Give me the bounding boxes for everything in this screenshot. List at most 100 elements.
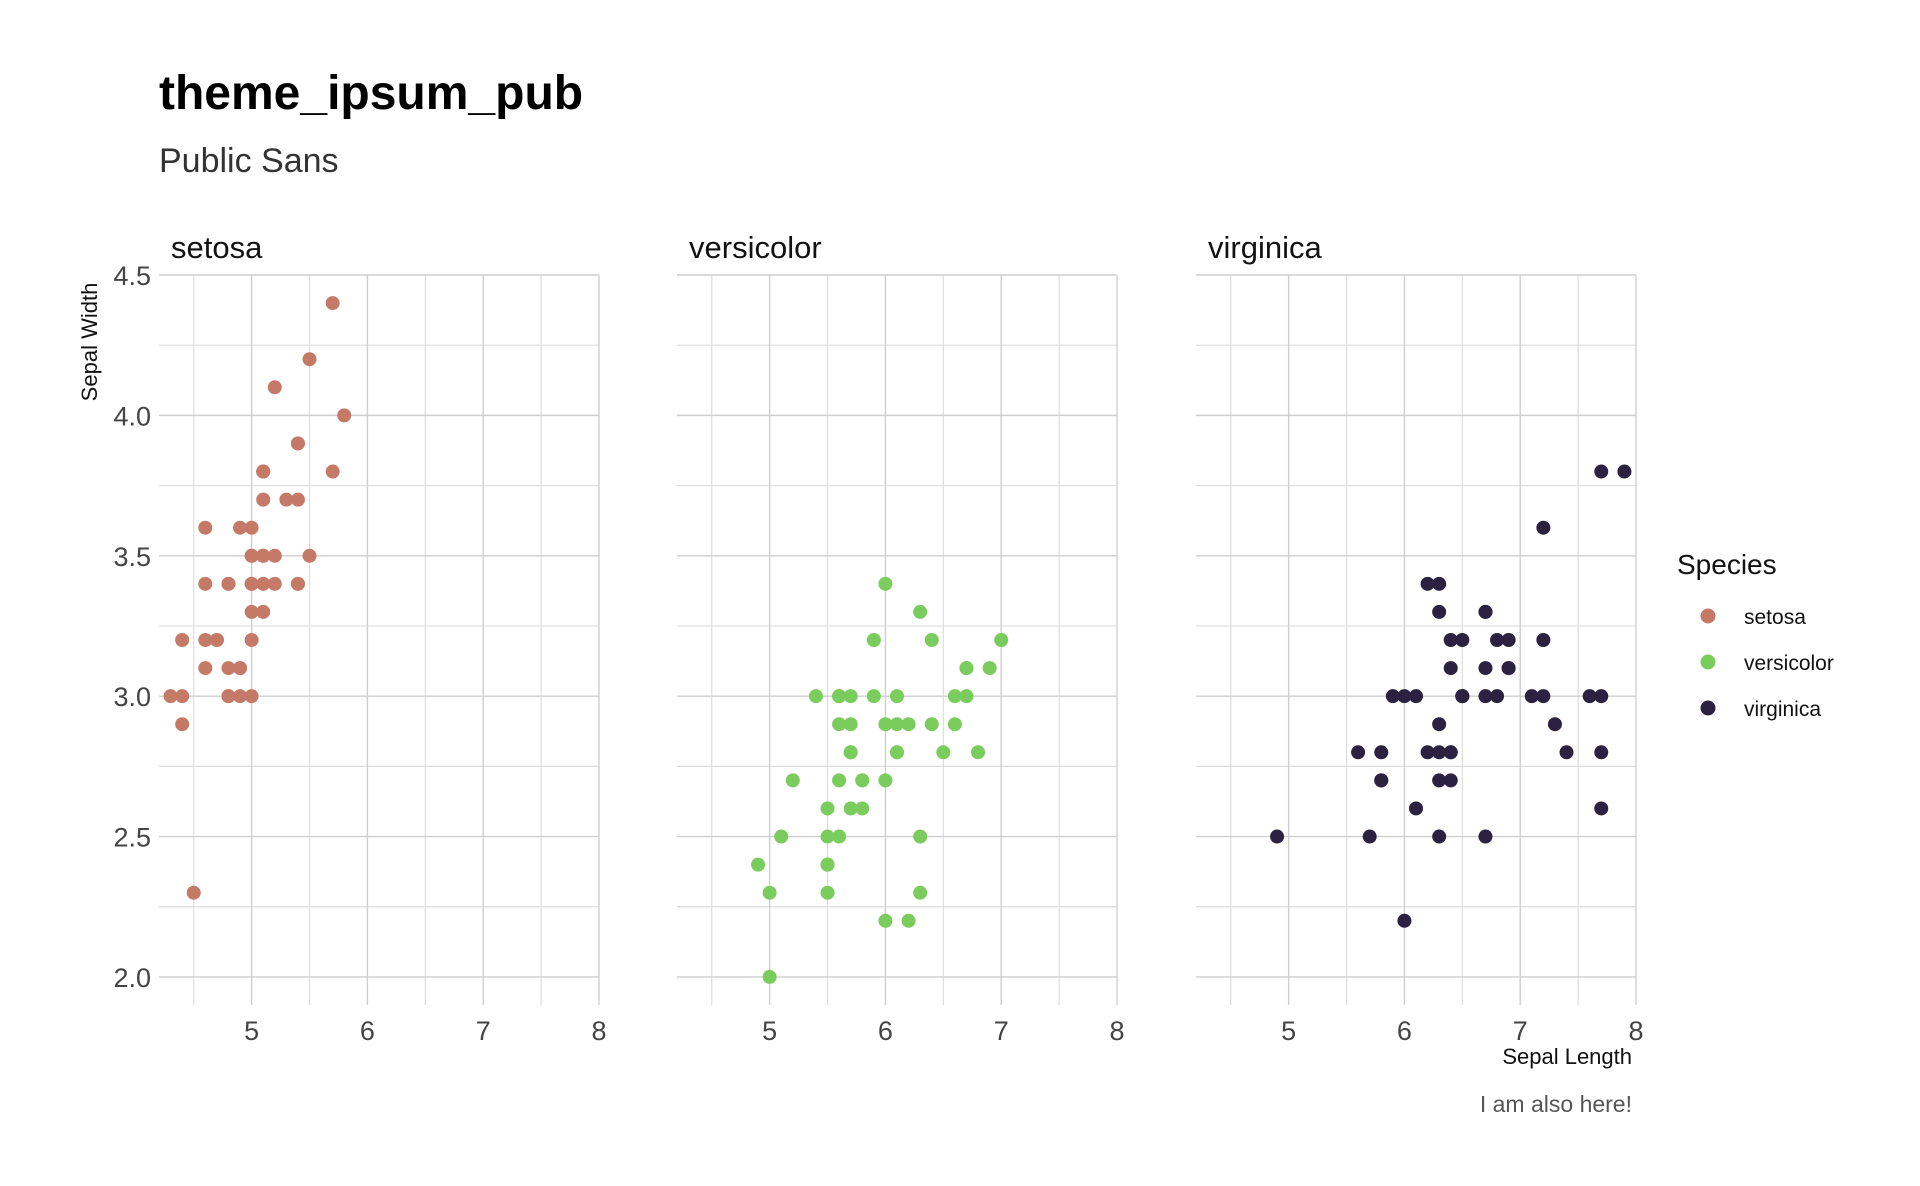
data-point-setosa (244, 548, 259, 563)
data-point-setosa (221, 661, 236, 676)
x-tick-label: 5 (244, 1016, 259, 1046)
y-tick-label: 4.5 (113, 261, 151, 291)
data-point-virginica (1478, 689, 1493, 704)
data-point-virginica (1490, 633, 1505, 647)
data-point-versicolor (878, 576, 893, 591)
data-point-virginica (1501, 661, 1516, 676)
legend-label-versicolor: versicolor (1744, 652, 1834, 675)
data-point-setosa (325, 296, 340, 311)
data-point-virginica (1478, 829, 1493, 844)
x-tick-label: 6 (878, 1016, 893, 1046)
x-tick-label: 8 (1109, 1016, 1124, 1046)
data-point-virginica (1374, 745, 1389, 760)
data-point-virginica (1594, 801, 1609, 816)
data-point-versicolor (843, 717, 858, 732)
legend-key-versicolor (1700, 654, 1716, 670)
data-point-virginica (1374, 773, 1389, 788)
data-point-versicolor (901, 913, 916, 928)
data-point-virginica (1524, 689, 1539, 704)
data-point-versicolor (832, 717, 847, 732)
data-point-virginica (1490, 689, 1505, 704)
data-point-virginica (1270, 829, 1285, 844)
data-point-setosa (290, 492, 305, 507)
data-point-setosa (244, 520, 259, 535)
data-point-setosa (267, 380, 282, 395)
data-point-setosa (279, 492, 294, 507)
x-tick-label: 6 (1397, 1016, 1412, 1046)
data-point-virginica (1420, 745, 1435, 760)
data-point-versicolor (866, 689, 881, 704)
data-point-versicolor (936, 745, 951, 760)
data-point-virginica (1362, 829, 1377, 844)
chart-subtitle: Public Sans (159, 142, 339, 180)
data-point-versicolor (982, 661, 997, 676)
legend-title: Species (1677, 549, 1777, 580)
legend-key-setosa (1700, 608, 1716, 624)
data-point-setosa (290, 436, 305, 451)
data-point-virginica (1443, 633, 1458, 647)
data-point-setosa (256, 604, 271, 619)
data-point-virginica (1455, 633, 1470, 647)
y-tick-label: 4.0 (113, 401, 151, 431)
data-point-versicolor (913, 604, 928, 619)
data-point-versicolor (924, 633, 939, 647)
chart-title: theme_ipsum_pub (159, 67, 584, 120)
data-point-virginica (1432, 717, 1447, 732)
data-point-versicolor (820, 801, 835, 816)
data-point-virginica (1432, 829, 1447, 844)
data-point-setosa (163, 689, 178, 704)
data-point-versicolor (832, 773, 847, 788)
data-point-versicolor (820, 829, 835, 844)
data-point-setosa (290, 576, 305, 591)
x-axis-title: Sepal Length (1502, 1044, 1632, 1069)
data-point-setosa (256, 464, 271, 479)
data-point-virginica (1455, 689, 1470, 704)
data-point-virginica (1594, 689, 1609, 704)
data-point-versicolor (832, 829, 847, 844)
x-tick-label: 8 (1628, 1016, 1643, 1046)
data-point-versicolor (890, 745, 904, 760)
data-point-versicolor (878, 773, 893, 788)
data-point-virginica (1443, 773, 1458, 788)
data-point-setosa (244, 604, 259, 619)
facet-panel-versicolor: versicolor 5 6 7 8 (677, 230, 1125, 1046)
data-point-versicolor (832, 689, 847, 704)
data-point-virginica (1478, 604, 1493, 619)
data-point-virginica (1409, 689, 1423, 704)
data-point-setosa (221, 689, 236, 704)
data-point-virginica (1397, 913, 1412, 928)
data-point-versicolor (855, 773, 870, 788)
data-point-setosa (256, 548, 271, 563)
data-point-versicolor (762, 969, 777, 984)
data-point-setosa (244, 689, 259, 704)
data-point-versicolor (843, 689, 858, 704)
data-point-virginica (1385, 689, 1400, 704)
data-point-virginica (1594, 745, 1609, 760)
data-point-versicolor (890, 689, 904, 704)
x-tick-label: 5 (762, 1016, 777, 1046)
data-point-virginica (1536, 633, 1551, 647)
data-point-versicolor (774, 829, 789, 844)
data-point-setosa (244, 576, 259, 591)
data-point-versicolor (901, 717, 916, 732)
facet-panel-virginica: virginica 5 6 7 8 (1196, 230, 1644, 1046)
data-point-versicolor (947, 717, 962, 732)
data-point-virginica (1559, 745, 1574, 760)
data-point-versicolor (959, 661, 974, 676)
data-point-setosa (256, 492, 271, 507)
x-tick-label: 8 (591, 1016, 606, 1046)
data-point-setosa (325, 464, 340, 479)
data-point-versicolor (913, 885, 928, 900)
y-tick-label: 2.5 (113, 823, 151, 853)
data-point-setosa (233, 661, 248, 676)
data-point-setosa (198, 576, 213, 591)
facet-label-setosa: setosa (171, 230, 263, 265)
data-point-setosa (302, 548, 317, 563)
data-point-virginica (1443, 661, 1458, 676)
data-point-setosa (267, 576, 282, 591)
data-point-setosa (221, 576, 236, 591)
data-point-setosa (337, 408, 352, 423)
data-point-setosa (175, 717, 190, 732)
data-point-versicolor (820, 857, 835, 872)
